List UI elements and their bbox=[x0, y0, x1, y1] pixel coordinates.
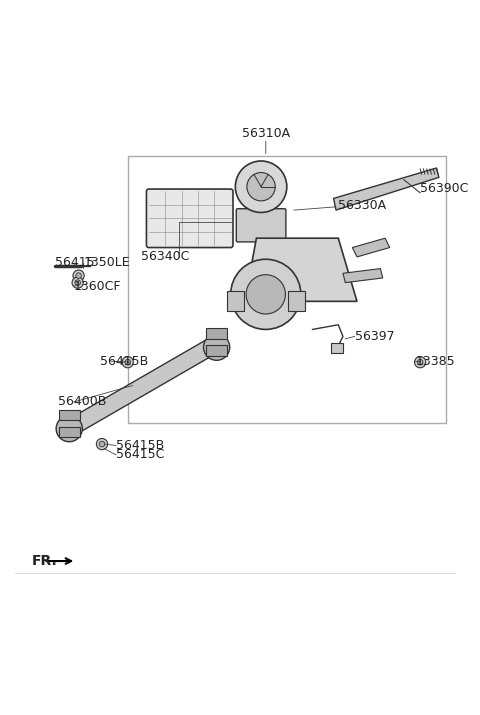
Text: 56397: 56397 bbox=[355, 330, 394, 343]
Bar bbox=[331, 343, 343, 352]
Polygon shape bbox=[245, 238, 357, 301]
Polygon shape bbox=[62, 337, 221, 437]
Text: 56400B: 56400B bbox=[58, 395, 106, 408]
Text: 1360CF: 1360CF bbox=[74, 280, 121, 293]
Circle shape bbox=[75, 280, 81, 285]
Text: 56390C: 56390C bbox=[420, 182, 468, 194]
Text: 56340C: 56340C bbox=[141, 250, 189, 263]
Text: 56310A: 56310A bbox=[242, 127, 290, 140]
Text: 56415C: 56415C bbox=[116, 448, 165, 461]
Circle shape bbox=[204, 334, 230, 360]
Text: 56415B: 56415B bbox=[100, 355, 148, 368]
Bar bbox=[227, 291, 244, 311]
Bar bbox=[59, 427, 80, 437]
Bar bbox=[206, 345, 227, 355]
Bar bbox=[128, 157, 446, 423]
Circle shape bbox=[73, 270, 84, 281]
Polygon shape bbox=[352, 238, 390, 257]
Circle shape bbox=[76, 273, 82, 278]
Polygon shape bbox=[334, 168, 439, 210]
Text: 13385: 13385 bbox=[416, 355, 455, 368]
Circle shape bbox=[72, 277, 83, 288]
Circle shape bbox=[415, 357, 426, 368]
Text: 56330A: 56330A bbox=[338, 199, 386, 212]
Text: 1350LE: 1350LE bbox=[83, 257, 130, 270]
Bar bbox=[206, 328, 227, 339]
Circle shape bbox=[247, 172, 275, 201]
FancyBboxPatch shape bbox=[236, 209, 286, 242]
Bar bbox=[59, 410, 80, 420]
Circle shape bbox=[231, 260, 301, 330]
Text: 56415: 56415 bbox=[55, 257, 95, 270]
Circle shape bbox=[417, 360, 423, 365]
Circle shape bbox=[125, 360, 131, 365]
Text: 56415B: 56415B bbox=[116, 439, 164, 452]
Circle shape bbox=[122, 357, 133, 368]
FancyBboxPatch shape bbox=[146, 189, 233, 247]
Circle shape bbox=[56, 415, 83, 442]
Circle shape bbox=[96, 438, 108, 450]
Text: FR.: FR. bbox=[32, 554, 58, 568]
Bar bbox=[288, 291, 305, 311]
Circle shape bbox=[99, 441, 105, 447]
Circle shape bbox=[235, 161, 287, 212]
Circle shape bbox=[246, 275, 286, 314]
Polygon shape bbox=[343, 269, 383, 282]
